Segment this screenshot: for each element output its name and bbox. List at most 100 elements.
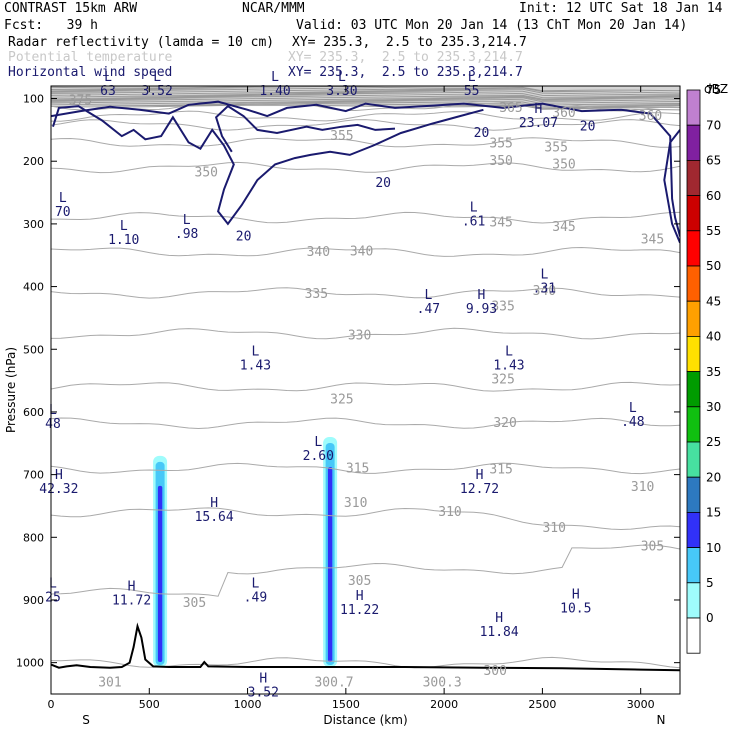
extremum-marker: L [338, 70, 346, 85]
extremum-marker: L [120, 219, 128, 234]
extremum-value: .47 [417, 302, 440, 317]
wind-contour-label: 20 [236, 229, 252, 244]
wind-contour-20-jet-top [51, 100, 680, 237]
extremum-marker: H [210, 496, 218, 511]
wind-contour-label: 20 [474, 126, 490, 141]
colorbar-swatch [686, 230, 701, 267]
theta-label: 310 [631, 480, 654, 495]
theta-label: 300.3 [423, 676, 462, 691]
extremum-value: 1.43 [240, 359, 271, 374]
colorbar-level-label: 50 [706, 259, 721, 273]
extremum-marker: L [59, 191, 67, 206]
model-title: CONTRAST 15km ARW [4, 1, 138, 16]
colorbar-swatch [686, 441, 701, 478]
theta-contour [51, 100, 680, 112]
y-tick-label: 1000 [16, 657, 44, 670]
wind-contour-20-jet-core [52, 105, 484, 226]
theta-contour [51, 381, 680, 392]
extremum-marker: L [183, 213, 191, 228]
extremum-marker: H [128, 580, 136, 595]
theta-contour-dense [51, 87, 680, 94]
extremum-value: 10.5 [560, 602, 591, 617]
theta-label: 345 [552, 220, 575, 235]
extremum-marker: H [478, 288, 486, 303]
theta-label: 345 [641, 233, 664, 248]
extremum-marker: L [153, 70, 161, 85]
colorbar-swatch [686, 371, 701, 408]
x-tick-label: 1000 [234, 698, 262, 711]
init-time: Init: 12 UTC Sat 18 Jan 14 [519, 1, 723, 16]
wind-contour-label: 20 [375, 176, 391, 191]
theta-label: 355 [330, 129, 353, 144]
y-tick-label: 800 [23, 531, 44, 544]
valid-time: Valid: 03 UTC Mon 20 Jan 14 (13 ChT Mon … [296, 18, 688, 33]
extremum-marker: H [495, 611, 503, 626]
x-end-label-south: S [82, 713, 90, 727]
plot-frame [50, 85, 681, 695]
theta-contour [51, 137, 680, 148]
field2-xy: XY= 235.3, 2.5 to 235.3,214.7 [288, 50, 523, 65]
field3-xy: XY= 235.3, 2.5 to 235.3,214.7 [288, 65, 523, 80]
theta-contour [51, 327, 680, 340]
extremum-marker: L [49, 403, 57, 418]
field3-label: Horizontal wind speed [8, 65, 173, 80]
extremum-marker: L [540, 267, 548, 282]
theta-label: 310 [344, 496, 367, 511]
extremum-value: 2.60 [303, 449, 334, 464]
colorbar-swatch [686, 195, 701, 232]
theta-label: 345 [489, 216, 512, 231]
extremum-value: 63 [100, 84, 116, 99]
theta-label: 320 [493, 416, 516, 431]
extremum-value: 55 [464, 84, 480, 99]
colorbar-level-label: 0 [706, 611, 714, 625]
extremum-value: 12.72 [460, 482, 499, 497]
colorbar-swatch [686, 265, 701, 302]
extremum-marker: L [505, 345, 513, 360]
theta-contour-dense [51, 95, 680, 102]
extremum-value: 1.40 [259, 84, 290, 99]
y-tick-label: 500 [23, 343, 44, 356]
colorbar-level-label: 60 [706, 189, 721, 203]
theta-label: 315 [489, 463, 512, 478]
y-tick-label: 900 [23, 594, 44, 607]
extremum-marker: H [55, 468, 63, 483]
theta-label: 355 [489, 137, 512, 152]
theta-label: 360 [639, 109, 662, 124]
theta-contour-dense [51, 94, 680, 101]
colorbar-level-label: 20 [706, 470, 721, 484]
y-tick-label: 200 [23, 155, 44, 168]
colorbar-level-label: 55 [706, 224, 721, 238]
extremum-value: 23.07 [519, 116, 558, 131]
field1-label: Radar reflectivity (lamda = 10 cm) [8, 35, 275, 50]
wind-contour-inner [214, 104, 396, 153]
extremum-marker: L [424, 288, 432, 303]
extremum-marker: L [629, 401, 637, 416]
colorbar-level-label: 10 [706, 541, 721, 555]
extremum-value: .48 [621, 415, 644, 430]
extremum-value: 25 [45, 590, 61, 605]
theta-label: 305 [641, 540, 664, 555]
colorbar-level-label: 25 [706, 435, 721, 449]
extremum-value: 11.84 [480, 625, 519, 640]
theta-label: 300 [483, 664, 506, 679]
theta-label: 325 [491, 372, 514, 387]
extremum-marker: H [259, 672, 267, 687]
colorbar-level-label: 30 [706, 400, 721, 414]
theta-contour [51, 287, 680, 299]
extremum-marker: L [104, 70, 112, 85]
theta-label: 325 [330, 392, 353, 407]
colorbar-swatch [686, 512, 701, 549]
colorbar-swatch [686, 124, 701, 161]
theta-contour [51, 211, 680, 224]
theta-contour-dense [51, 86, 680, 92]
extremum-value: .98 [175, 227, 198, 242]
colorbar-level-label: 5 [706, 576, 714, 590]
extremum-marker: L [252, 576, 260, 591]
extremum-value: 70 [55, 205, 71, 220]
theta-label: 315 [346, 461, 369, 476]
extremum-marker: L [314, 435, 322, 450]
colorbar-swatch [686, 335, 701, 372]
y-tick-label: 300 [23, 218, 44, 231]
theta-label: 335 [305, 287, 328, 302]
colorbar-swatch [686, 476, 701, 513]
